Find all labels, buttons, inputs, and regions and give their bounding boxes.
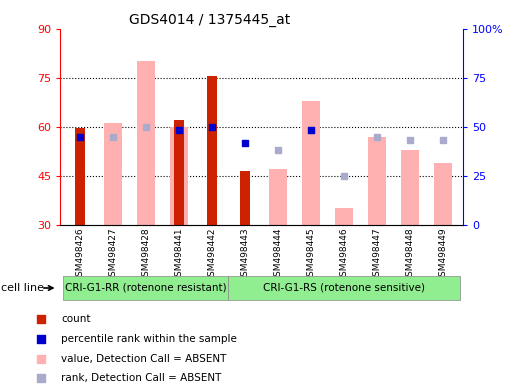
Text: cell line: cell line — [1, 283, 44, 293]
Point — [37, 376, 45, 382]
Text: count: count — [61, 314, 91, 324]
Text: GDS4014 / 1375445_at: GDS4014 / 1375445_at — [129, 13, 290, 27]
Text: GSM498449: GSM498449 — [439, 227, 448, 282]
Text: GSM498442: GSM498442 — [208, 227, 217, 281]
Text: GSM498441: GSM498441 — [175, 227, 184, 282]
Bar — [368, 137, 386, 225]
Point — [307, 127, 315, 133]
Bar — [104, 124, 122, 225]
Point — [307, 127, 315, 133]
Point — [274, 147, 282, 153]
Bar — [434, 163, 452, 225]
Text: GSM498448: GSM498448 — [405, 227, 415, 282]
Text: GSM498444: GSM498444 — [274, 227, 282, 281]
Bar — [401, 150, 419, 225]
Bar — [63, 276, 229, 300]
Point — [208, 124, 216, 130]
Point — [76, 134, 84, 140]
Text: value, Detection Call = ABSENT: value, Detection Call = ABSENT — [61, 354, 227, 364]
Text: GSM498426: GSM498426 — [75, 227, 84, 282]
Bar — [207, 76, 217, 225]
Text: CRI-G1-RS (rotenone sensitive): CRI-G1-RS (rotenone sensitive) — [263, 283, 425, 293]
Point — [373, 134, 381, 140]
Bar — [170, 127, 188, 225]
Bar — [335, 209, 353, 225]
Text: percentile rank within the sample: percentile rank within the sample — [61, 334, 237, 344]
Point — [406, 137, 414, 143]
Text: GSM498445: GSM498445 — [306, 227, 315, 282]
Bar — [302, 101, 320, 225]
Text: GSM498443: GSM498443 — [241, 227, 249, 282]
Point — [439, 137, 447, 143]
Text: GSM498446: GSM498446 — [339, 227, 348, 282]
Point — [37, 336, 45, 342]
Text: GSM498447: GSM498447 — [372, 227, 382, 282]
Point — [340, 173, 348, 179]
Point — [142, 124, 150, 130]
Text: GSM498427: GSM498427 — [108, 227, 118, 282]
Bar — [137, 61, 155, 225]
Bar — [269, 169, 287, 225]
Point — [175, 127, 183, 133]
Point — [109, 134, 117, 140]
Text: rank, Detection Call = ABSENT: rank, Detection Call = ABSENT — [61, 374, 222, 384]
Point — [241, 140, 249, 146]
Bar — [241, 171, 249, 225]
Text: CRI-G1-RR (rotenone resistant): CRI-G1-RR (rotenone resistant) — [65, 283, 227, 293]
Point — [37, 356, 45, 362]
Point — [37, 316, 45, 323]
Bar — [229, 276, 460, 300]
Text: GSM498428: GSM498428 — [141, 227, 151, 282]
Bar — [174, 120, 184, 225]
Bar — [75, 128, 85, 225]
